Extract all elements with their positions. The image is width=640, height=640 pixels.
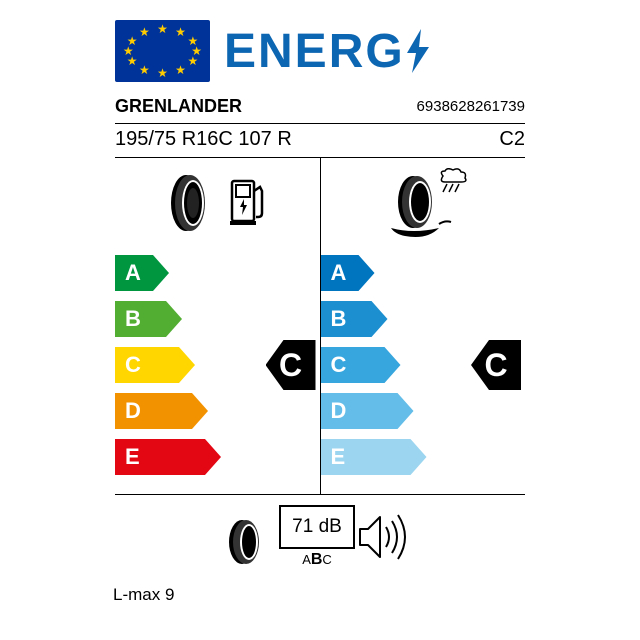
lmax-text: L-max 9 <box>113 585 525 605</box>
rating-bar-B: B <box>321 301 388 337</box>
bolt-icon <box>401 27 435 75</box>
fuel-panel: ABCCDE <box>115 158 321 494</box>
noise-class-B: B <box>311 551 323 568</box>
eu-flag: ★ ★ ★ ★ ★ ★ ★ ★ ★ ★ ★ ★ <box>115 20 210 82</box>
rating-row-C: CC <box>115 342 320 388</box>
wet-panel: ABCCDE <box>321 158 526 494</box>
rating-bar-A: A <box>321 255 375 291</box>
rating-row-B: B <box>115 296 320 342</box>
selected-rating-badge: C <box>471 340 521 390</box>
tyre-spec: 195/75 R16C 107 R <box>115 128 292 151</box>
rating-row-E: E <box>321 434 526 480</box>
speaker-block: 71 dB ABC <box>279 505 355 569</box>
selected-rating-badge: C <box>266 340 316 390</box>
noise-class-C: C <box>322 552 331 567</box>
rating-row-E: E <box>115 434 320 480</box>
spec-row: 195/75 R16C 107 R C2 <box>115 124 525 158</box>
rating-bar-D: D <box>115 393 208 429</box>
fuel-icon-area <box>115 166 320 240</box>
fuel-bars: ABCCDE <box>115 250 320 480</box>
rating-row-A: A <box>321 250 526 296</box>
rating-bar-C: C <box>321 347 401 383</box>
rating-row-A: A <box>115 250 320 296</box>
noise-db-box: 71 dB <box>279 505 355 549</box>
header: ★ ★ ★ ★ ★ ★ ★ ★ ★ ★ ★ ★ ENERG <box>115 20 525 82</box>
noise-class-A: A <box>302 552 311 567</box>
tyre-icon <box>168 173 224 233</box>
rating-bar-E: E <box>115 439 221 475</box>
sound-waves-icon <box>358 507 418 567</box>
rating-row-D: D <box>115 388 320 434</box>
fuel-pump-icon <box>230 177 266 229</box>
rating-bar-A: A <box>115 255 169 291</box>
tyre-small-icon <box>222 508 276 566</box>
brand-name: GRENLANDER <box>115 96 242 117</box>
tyre-class: C2 <box>499 128 525 151</box>
wet-bars: ABCCDE <box>321 250 526 480</box>
rating-row-B: B <box>321 296 526 342</box>
wet-icon-area <box>321 166 526 240</box>
energ-logo: ENERG <box>224 24 435 79</box>
rating-bar-E: E <box>321 439 427 475</box>
energ-text: ENERG <box>224 24 405 79</box>
rating-row-C: CC <box>321 342 526 388</box>
article-number: 6938628261739 <box>417 98 525 115</box>
noise-class-letters: ABC <box>279 551 355 569</box>
rating-bar-D: D <box>321 393 414 429</box>
rating-row-D: D <box>321 388 526 434</box>
rating-bar-C: C <box>115 347 195 383</box>
noise-db-value: 71 dB <box>292 516 342 538</box>
rating-bar-B: B <box>115 301 182 337</box>
brand-row: GRENLANDER 6938628261739 <box>115 92 525 124</box>
wet-grip-icon <box>373 168 473 238</box>
noise-section: 71 dB ABC <box>115 495 525 575</box>
